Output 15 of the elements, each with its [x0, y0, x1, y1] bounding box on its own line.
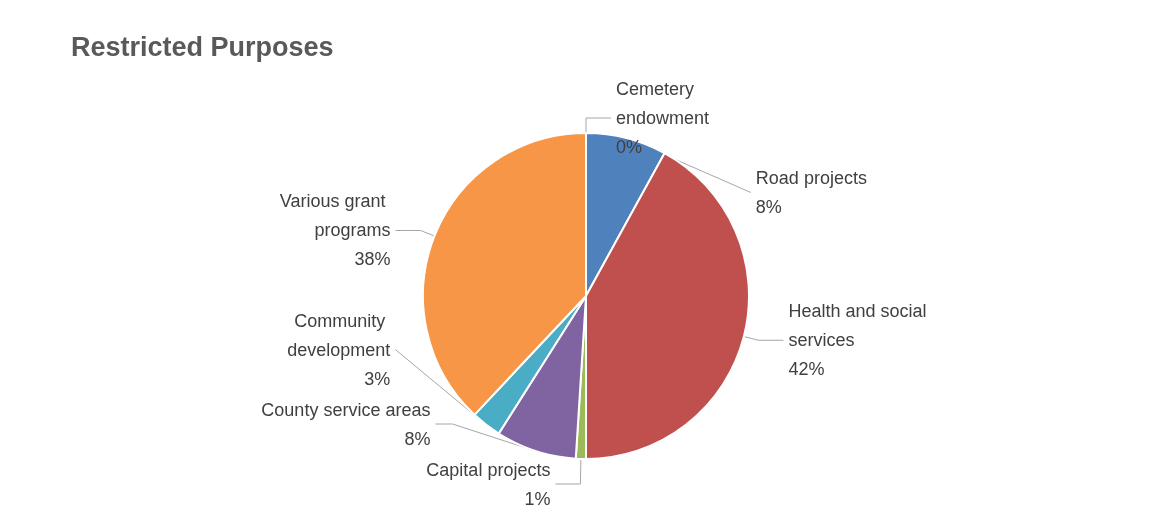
slice-label: Community development: [287, 310, 391, 360]
data-label: 8%: [755, 197, 782, 217]
slice-label: Road projects: [755, 168, 867, 188]
data-label: 42%: [788, 359, 825, 380]
text: 0%: [616, 137, 643, 157]
data-label: 3%: [364, 368, 391, 389]
slice-label: Health and social services: [788, 301, 932, 351]
chart-title: Restricted Purposes: [71, 31, 334, 62]
data-label: 8%: [404, 428, 431, 449]
slice-label: Capital projects: [426, 459, 551, 480]
slice-label: Various grant programs: [279, 191, 391, 241]
data-label: 38%: [354, 249, 391, 270]
slice-label: County service areas: [261, 399, 431, 420]
category-label: Cemetery endowment: [616, 79, 710, 128]
data-label: 1%: [524, 488, 551, 509]
